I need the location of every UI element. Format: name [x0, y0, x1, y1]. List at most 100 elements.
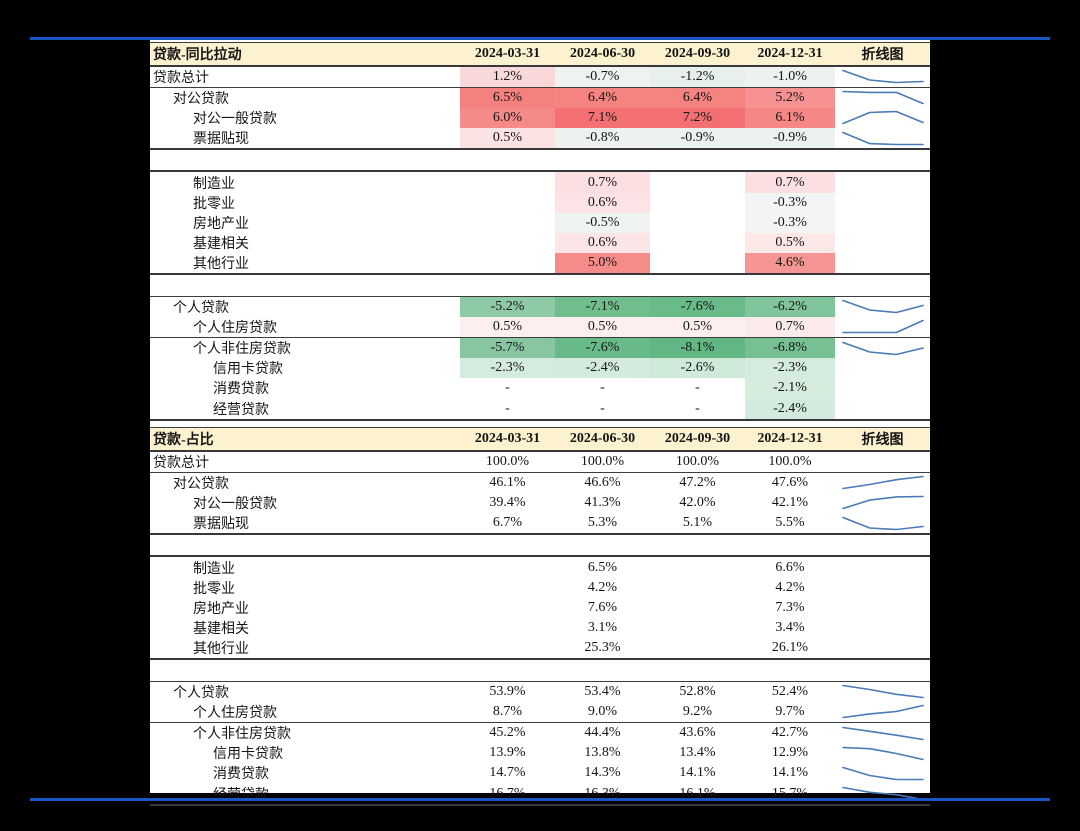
row-label: 票据贴现 [193, 132, 249, 148]
value-cell: -6.8% [745, 337, 835, 359]
row-label: 对公贷款 [173, 91, 229, 107]
table-body: 贷款总计 100.0% 100.0% 100.0% 100.0% 对公贷款 46.1% 46.… [150, 452, 930, 806]
value-cell: 4.2% [775, 579, 805, 595]
row-label: 基建相关 [193, 237, 249, 253]
row-label: 个人贷款 [173, 685, 229, 701]
table-row: 经营贷款 16.7% 16.3% 16.1% 15.7% [150, 784, 930, 806]
table-row: 房地产业 7.6% 7.3% [150, 598, 930, 618]
row-label: 个人非住房贷款 [193, 342, 291, 358]
value-cell [460, 213, 555, 233]
sparkline-cell [835, 213, 930, 233]
row-label: 个人贷款 [173, 300, 229, 316]
value-cell [650, 233, 745, 253]
sparkline-cell [835, 452, 930, 472]
sparkline-cell [835, 513, 930, 533]
sparkline-cell [835, 702, 930, 722]
sparkline-cell [835, 493, 930, 513]
spacer-row [150, 275, 930, 297]
sparkline-cell [835, 317, 930, 337]
value-cell: 14.1% [679, 765, 716, 781]
sparkline-chart [841, 786, 924, 801]
value-cell: 0.7% [745, 172, 835, 193]
table-row: 制造业 6.5% 6.6% [150, 557, 930, 577]
value-cell: - [505, 380, 510, 396]
table-row: 对公一般贷款 39.4% 41.3% 42.0% 42.1% [150, 493, 930, 513]
table-row: 消费贷款 14.7% 14.3% 14.1% 14.1% [150, 763, 930, 783]
spacer-row [150, 660, 930, 682]
sparkline-chart [841, 705, 924, 719]
value-cell: 6.7% [492, 515, 523, 531]
table-row: 个人贷款 -5.2% -7.1% -7.6% -6.2% [150, 296, 930, 317]
row-label: 批零业 [193, 196, 235, 212]
value-cell: 47.2% [679, 474, 716, 490]
value-cell: 12.9% [771, 745, 809, 761]
value-cell: 52.4% [771, 683, 809, 699]
sparkline-cell [835, 297, 930, 317]
column-header-date: 2024-09-30 [664, 45, 731, 61]
table-row: 票据贴现 0.5% -0.8% -0.9% -0.9% [150, 128, 930, 151]
value-cell: -5.7% [460, 337, 555, 359]
value-cell: 5.0% [555, 253, 650, 274]
value-cell: 100.0% [580, 453, 625, 469]
sparkline-cell [835, 108, 930, 128]
value-cell: -2.4% [555, 358, 650, 379]
value-cell: 53.4% [584, 683, 621, 699]
sparkline-cell [835, 784, 930, 804]
value-cell: 100.0% [485, 453, 530, 469]
table-loan-share: 贷款-占比 2024-03-31 2024-06-30 2024-09-30 2… [150, 427, 930, 806]
value-cell: -0.8% [555, 128, 650, 149]
value-cell: 46.1% [489, 474, 526, 490]
sparkline-chart [841, 111, 924, 125]
value-cell: -1.2% [650, 66, 745, 87]
value-cell: -2.3% [745, 358, 835, 379]
value-cell: 6.4% [650, 87, 745, 108]
sparkline-cell [835, 338, 930, 358]
sparkline-cell [835, 358, 930, 378]
sparkline-cell [835, 578, 930, 598]
sparkline-cell [835, 598, 930, 618]
row-label: 制造业 [193, 561, 235, 577]
value-cell: -5.2% [460, 296, 555, 317]
sparkline-chart [841, 746, 924, 761]
value-cell: -0.5% [555, 212, 650, 233]
value-cell: 9.2% [682, 703, 713, 719]
value-cell: -2.6% [650, 358, 745, 379]
value-cell [650, 638, 745, 658]
value-cell: 6.5% [587, 559, 618, 575]
value-cell: 16.7% [489, 785, 526, 801]
sparkline-chart [841, 766, 924, 781]
sparkline-cell [835, 233, 930, 253]
row-label: 对公贷款 [173, 476, 229, 492]
accent-line-top [30, 37, 1050, 40]
value-cell [460, 578, 555, 598]
value-cell: 6.0% [460, 107, 555, 129]
table-row: 基建相关 3.1% 3.4% [150, 618, 930, 638]
table-row: 对公贷款 46.1% 46.6% 47.2% 47.6% [150, 473, 930, 493]
value-cell [460, 172, 555, 192]
value-cell [460, 193, 555, 213]
value-cell [650, 213, 745, 233]
value-cell [650, 172, 745, 192]
table-row: 贷款总计 1.2% -0.7% -1.2% -1.0% [150, 66, 930, 88]
value-cell: 7.1% [555, 107, 650, 129]
value-cell: 16.1% [679, 785, 716, 801]
value-cell: -0.9% [745, 128, 835, 149]
value-cell: 7.6% [587, 599, 618, 615]
value-cell: 44.4% [584, 725, 621, 741]
report-table-panel: 贷款-同比拉动 2024-03-31 2024-06-30 2024-09-30… [150, 40, 930, 806]
value-cell: 0.5% [555, 316, 650, 337]
value-cell: 4.2% [587, 579, 618, 595]
value-cell: 7.3% [775, 599, 805, 615]
sparkline-chart [841, 516, 924, 530]
table-row: 贷款总计 100.0% 100.0% 100.0% 100.0% [150, 452, 930, 473]
value-cell: -7.6% [650, 296, 745, 317]
value-cell: 6.4% [555, 87, 650, 108]
value-cell: -0.7% [555, 66, 650, 87]
column-header-date: 2024-03-31 [474, 45, 541, 61]
value-cell: 39.4% [489, 494, 526, 510]
value-cell: 52.8% [679, 683, 716, 699]
value-cell: 42.0% [679, 494, 716, 510]
table-header-row: 贷款-同比拉动 2024-03-31 2024-06-30 2024-09-30… [150, 42, 930, 67]
row-label: 经营贷款 [213, 402, 269, 418]
row-label: 基建相关 [193, 622, 249, 638]
